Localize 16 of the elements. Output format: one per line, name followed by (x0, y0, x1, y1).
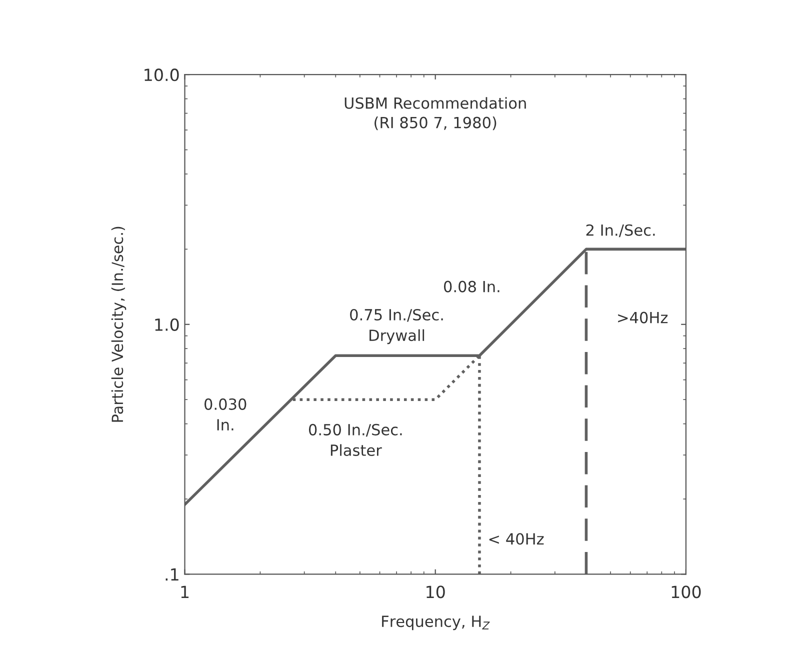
y-tick-label: 1.0 (155, 318, 179, 331)
x-tick-label: 1 (181, 586, 189, 598)
x-axis-title: Frequency, H$_{Z}$ (382, 616, 490, 630)
y-tick-label: .1 (166, 568, 178, 581)
x-tick-label: 100 (672, 586, 701, 598)
annotation: 0.030 In. (204, 398, 246, 430)
annotation: 0.50 In./Sec. Plaster (308, 424, 402, 456)
annotation: < 40Hz (489, 533, 544, 545)
y-tick-label: 10.0 (144, 68, 179, 82)
x-tick-label: 10 (426, 586, 445, 598)
y-axis-title: Particle Velocity, (In./sec.) (111, 226, 126, 422)
annotation: 2 In./Sec. (586, 224, 655, 238)
annotation: 0.08 In. (444, 280, 500, 292)
text: USBM Recommendation (RI 850 7, 1980) (344, 97, 526, 130)
annotation: 0.75 In./Sec. Drywall (350, 308, 443, 344)
annotation: >40Hz (618, 312, 668, 324)
